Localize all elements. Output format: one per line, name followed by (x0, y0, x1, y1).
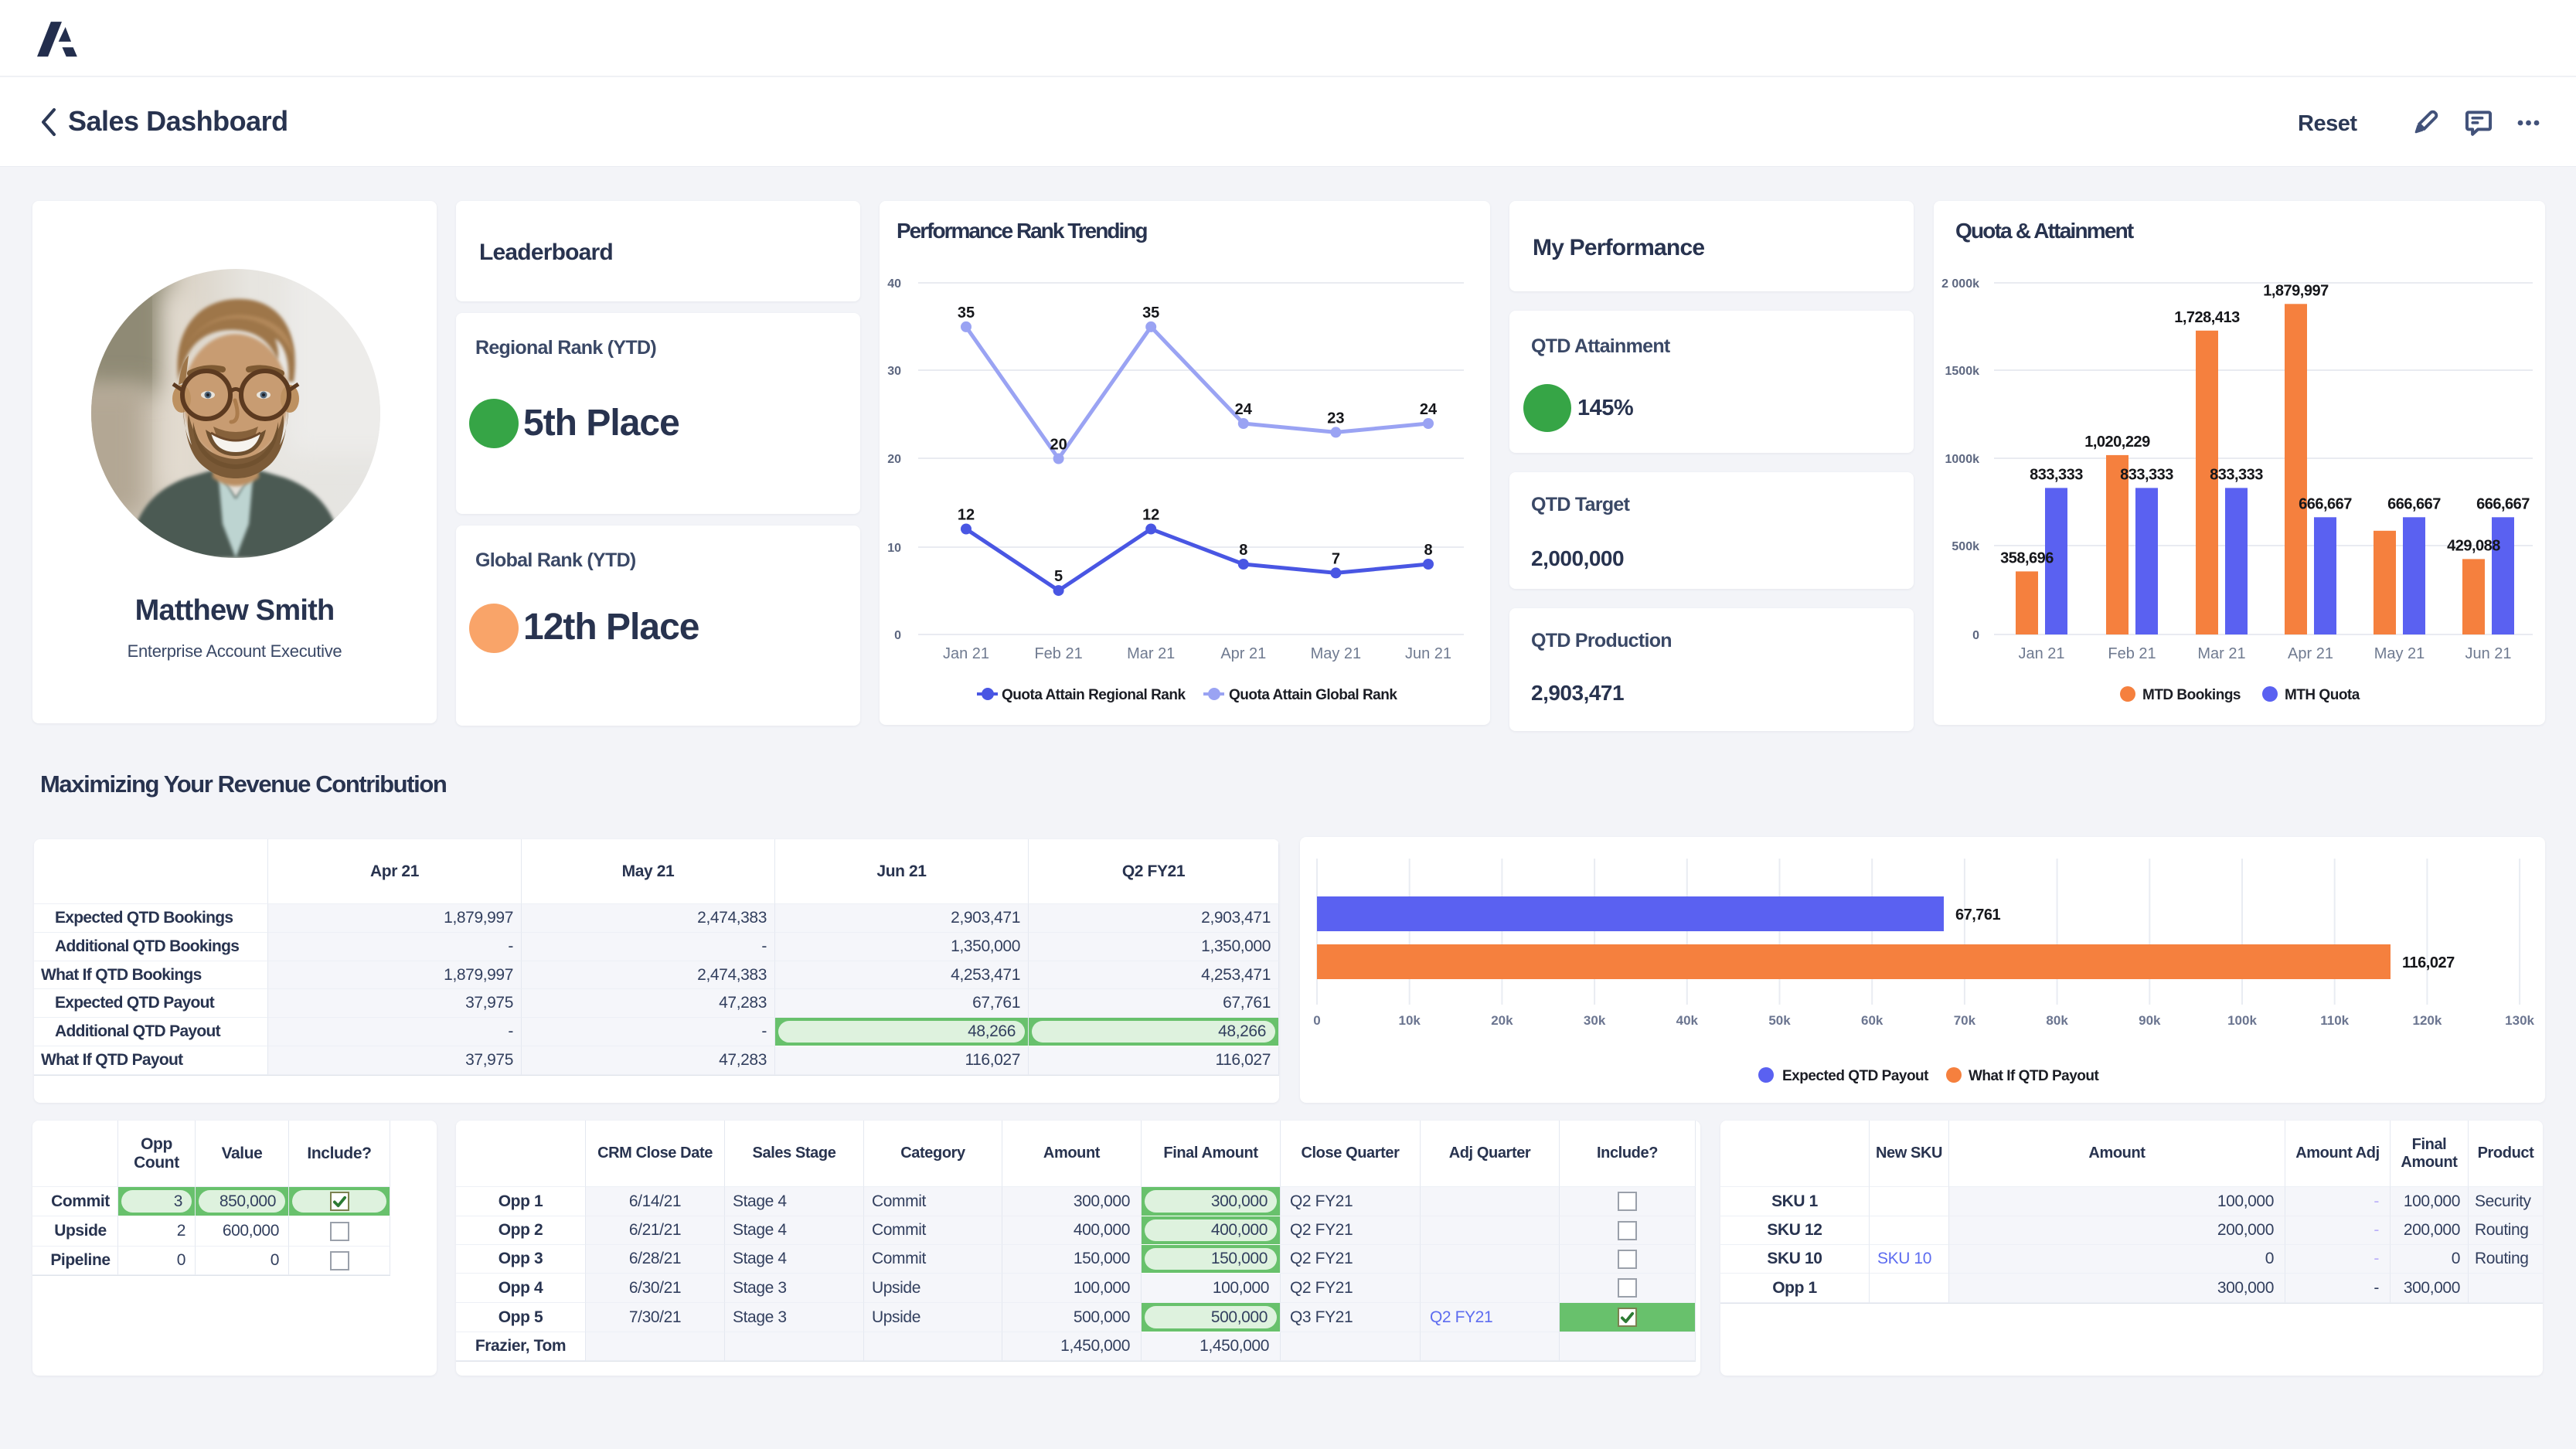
svg-text:1000k: 1000k (1945, 453, 1980, 466)
svg-text:2 000k: 2 000k (1941, 277, 1979, 291)
svg-text:358,696: 358,696 (2000, 549, 2054, 566)
svg-text:833,333: 833,333 (2030, 466, 2083, 483)
svg-text:1,728,413: 1,728,413 (2174, 309, 2240, 326)
svg-text:Mar 21: Mar 21 (1127, 645, 1175, 662)
svg-text:May 21: May 21 (1311, 645, 1362, 662)
svg-text:666,667: 666,667 (2476, 495, 2530, 512)
svg-text:8: 8 (1239, 542, 1247, 559)
svg-text:Expected QTD Payout: Expected QTD Payout (1782, 1068, 1929, 1084)
svg-text:Apr 21: Apr 21 (1220, 645, 1266, 662)
svg-text:0: 0 (1313, 1013, 1320, 1028)
svg-text:24: 24 (1235, 401, 1253, 418)
svg-text:10k: 10k (1399, 1013, 1421, 1028)
svg-text:20: 20 (1050, 437, 1067, 454)
svg-text:Mar 21: Mar 21 (2197, 645, 2245, 662)
svg-text:Quota Attain Regional Rank: Quota Attain Regional Rank (1002, 687, 1186, 703)
svg-text:429,088: 429,088 (2447, 537, 2500, 554)
svg-text:70k: 70k (1954, 1013, 1976, 1028)
svg-text:1500k: 1500k (1945, 365, 1980, 378)
svg-text:Quota & Attainment: Quota & Attainment (1955, 219, 2134, 243)
svg-text:7: 7 (1332, 550, 1340, 567)
svg-text:833,333: 833,333 (2210, 466, 2263, 483)
svg-text:30k: 30k (1584, 1013, 1606, 1028)
svg-text:100k: 100k (2227, 1013, 2257, 1028)
svg-text:60k: 60k (1861, 1013, 1884, 1028)
svg-text:0: 0 (894, 629, 901, 642)
svg-text:20k: 20k (1491, 1013, 1513, 1028)
svg-text:Apr 21: Apr 21 (2288, 645, 2333, 662)
svg-text:Jan 21: Jan 21 (943, 645, 989, 662)
svg-text:8: 8 (1424, 542, 1432, 559)
svg-text:Feb 21: Feb 21 (1034, 645, 1082, 662)
svg-text:35: 35 (1142, 304, 1159, 321)
svg-text:67,761: 67,761 (1955, 906, 2001, 923)
svg-text:500k: 500k (1952, 540, 1979, 553)
svg-text:30: 30 (887, 365, 901, 378)
svg-text:Jun 21: Jun 21 (1405, 645, 1451, 662)
svg-text:Jun 21: Jun 21 (2465, 645, 2511, 662)
svg-text:80k: 80k (2046, 1013, 2068, 1028)
svg-text:35: 35 (958, 304, 975, 321)
svg-text:110k: 110k (2320, 1013, 2349, 1028)
svg-text:1,020,229: 1,020,229 (2084, 434, 2150, 451)
svg-text:20: 20 (887, 453, 901, 466)
svg-text:5: 5 (1054, 568, 1063, 585)
svg-text:40k: 40k (1676, 1013, 1699, 1028)
svg-text:Quota Attain Global Rank: Quota Attain Global Rank (1229, 687, 1397, 703)
svg-text:MTD Bookings: MTD Bookings (2142, 687, 2241, 703)
svg-text:40: 40 (887, 277, 901, 291)
svg-text:0: 0 (1972, 629, 1979, 642)
svg-text:666,667: 666,667 (2299, 495, 2352, 512)
svg-text:12: 12 (1142, 507, 1159, 524)
svg-text:833,333: 833,333 (2120, 466, 2173, 483)
svg-text:24: 24 (1420, 401, 1438, 418)
svg-text:Feb 21: Feb 21 (2108, 645, 2156, 662)
svg-text:120k: 120k (2412, 1013, 2442, 1028)
svg-text:Jan 21: Jan 21 (2018, 645, 2064, 662)
svg-text:10: 10 (887, 542, 901, 555)
svg-text:Performance Rank Trending: Performance Rank Trending (897, 219, 1147, 243)
svg-text:May 21: May 21 (2374, 645, 2425, 662)
svg-text:50k: 50k (1768, 1013, 1791, 1028)
svg-text:23: 23 (1327, 410, 1344, 427)
svg-text:What If QTD Payout: What If QTD Payout (1969, 1068, 2100, 1084)
svg-text:12: 12 (958, 507, 975, 524)
svg-text:1,879,997: 1,879,997 (2263, 282, 2329, 299)
svg-text:130k: 130k (2505, 1013, 2534, 1028)
svg-text:90k: 90k (2139, 1013, 2161, 1028)
svg-text:MTH Quota: MTH Quota (2285, 687, 2360, 703)
svg-text:116,027: 116,027 (2402, 954, 2455, 971)
svg-text:666,667: 666,667 (2387, 495, 2441, 512)
